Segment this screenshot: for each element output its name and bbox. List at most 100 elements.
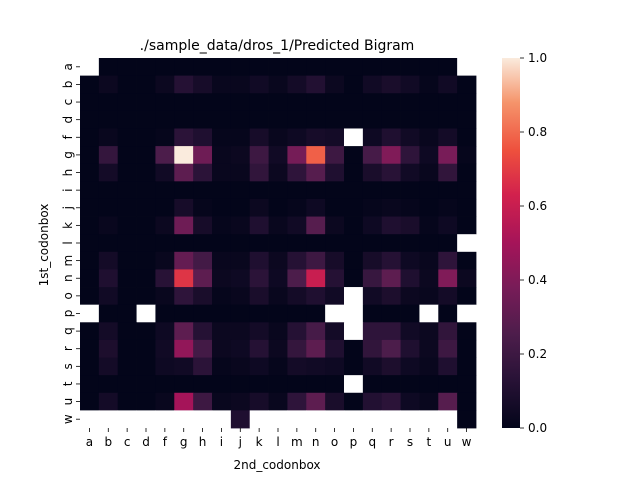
heatmap-cell [381, 357, 401, 376]
heatmap-cell [400, 269, 420, 288]
heatmap-cell [438, 110, 458, 129]
heatmap-cell [381, 181, 401, 200]
heatmap-cell [80, 410, 100, 429]
heatmap-cell [249, 75, 269, 94]
heatmap-cell [419, 146, 439, 165]
heatmap-cell [249, 375, 269, 394]
heatmap-cell [268, 304, 288, 323]
heatmap-cell [344, 93, 364, 112]
heatmap-cell [117, 322, 137, 341]
heatmap-cell [268, 375, 288, 394]
heatmap-cell [419, 234, 439, 253]
heatmap-cell [438, 181, 458, 200]
x-tick-label: p [350, 435, 358, 449]
heatmap-cell [212, 357, 232, 376]
heatmap-cell [80, 93, 100, 112]
heatmap-cell [212, 251, 232, 270]
heatmap-cell [174, 75, 194, 94]
heatmap-cell [174, 110, 194, 129]
x-tick-label: r [389, 435, 394, 449]
heatmap-cell [344, 181, 364, 200]
heatmap-cell [325, 58, 345, 77]
heatmap-cell [193, 216, 213, 235]
heatmap-cell [136, 198, 156, 217]
heatmap-cell [306, 322, 326, 341]
heatmap-cell [400, 58, 420, 77]
heatmap-cell [325, 181, 345, 200]
heatmap-cell [193, 58, 213, 77]
y-tick-label: j [61, 206, 75, 210]
x-tick-label: w [462, 435, 472, 449]
heatmap-cell [268, 410, 288, 429]
heatmap-cell [249, 146, 269, 165]
heatmap-cell [400, 287, 420, 306]
heatmap-cell [381, 93, 401, 112]
heatmap-cell [325, 251, 345, 270]
x-tick-label: t [426, 435, 431, 449]
x-tick-label: k [256, 435, 263, 449]
heatmap-cell [80, 357, 100, 376]
heatmap-cell [325, 357, 345, 376]
heatmap-cell [419, 287, 439, 306]
heatmap-cell [136, 410, 156, 429]
heatmap-cell [80, 58, 100, 77]
heatmap-cell [193, 110, 213, 129]
heatmap-cell [362, 181, 383, 200]
heatmap-cell [155, 216, 175, 235]
heatmap-cell [419, 322, 439, 341]
x-tick-label: s [407, 435, 413, 449]
heatmap-cell [230, 75, 251, 94]
heatmap-cell [362, 357, 383, 376]
heatmap-cell [117, 304, 137, 323]
heatmap-cell [230, 234, 251, 253]
heatmap-cell [419, 269, 439, 288]
heatmap-cell [457, 234, 477, 253]
heatmap-cell [457, 392, 477, 411]
heatmap-cell [212, 163, 232, 182]
heatmap-cell [98, 163, 119, 182]
heatmap-cell [306, 75, 326, 94]
heatmap-cell [117, 410, 137, 429]
heatmap-cell [174, 375, 194, 394]
heatmap-cell [268, 322, 288, 341]
heatmap-cell [287, 75, 307, 94]
heatmap-cell [457, 75, 477, 94]
heatmap-cell [325, 93, 345, 112]
heatmap-cell [362, 410, 383, 429]
heatmap-cell [325, 128, 345, 147]
heatmap-cell [419, 58, 439, 77]
heatmap-cell [174, 339, 194, 358]
heatmap-cell [212, 339, 232, 358]
heatmap-cell [362, 287, 383, 306]
heatmap-cell [306, 375, 326, 394]
heatmap-cell [212, 287, 232, 306]
heatmap-cell [230, 375, 251, 394]
heatmap-cell [457, 304, 477, 323]
x-tick-label: f [163, 435, 168, 449]
heatmap-cell [438, 198, 458, 217]
heatmap-cell [268, 93, 288, 112]
heatmap-cell [344, 198, 364, 217]
heatmap-cell [193, 322, 213, 341]
x-tick-label: i [220, 435, 223, 449]
heatmap-cell [98, 339, 119, 358]
heatmap-cell [174, 163, 194, 182]
heatmap-cell [212, 146, 232, 165]
heatmap-cell [325, 339, 345, 358]
heatmap-cell [287, 93, 307, 112]
heatmap-cell [80, 181, 100, 200]
heatmap-cell [381, 410, 401, 429]
heatmap-cell [230, 146, 251, 165]
heatmap-cell [306, 234, 326, 253]
heatmap-cell [306, 146, 326, 165]
heatmap-cell [400, 410, 420, 429]
heatmap-cell [212, 181, 232, 200]
heatmap-cell [362, 304, 383, 323]
heatmap-cell [344, 216, 364, 235]
heatmap-cell [230, 181, 251, 200]
heatmap-cell [80, 392, 100, 411]
heatmap-cell [457, 163, 477, 182]
heatmap-cell [174, 146, 194, 165]
heatmap-cell [193, 181, 213, 200]
